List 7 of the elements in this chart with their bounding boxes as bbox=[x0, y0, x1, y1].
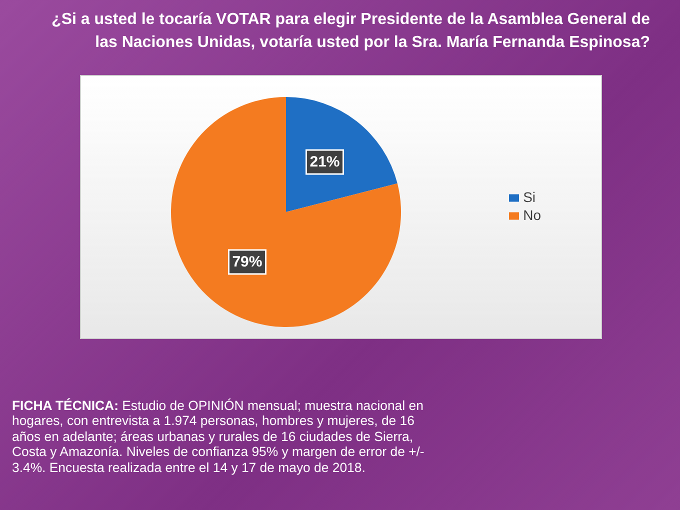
data-label: 79% bbox=[232, 253, 262, 270]
chart-title: ¿Si a usted le tocaría VOTAR para elegir Presidente de la Asamblea General de las Naciones Unidas, votaría usted por la Sra. María Fernanda Espinosa? bbox=[50, 10, 650, 53]
pie-slice bbox=[171, 97, 401, 327]
text: FICHA TÉCNICA: Estudio de OPINIÓN mensual; muestra nacional en hogares, con entrevista a 1.974 personas, hombres y mujeres, de 16 años en adelante; áreas urbanas y rurales de 16 ciudades de Sierra, Costa y Amazonía. Niveles de confianza 95% y margen de error de +/- 3.4%. Encuesta realizada entre el 14 y 17 de mayo de 2018. bbox=[12, 398, 424, 475]
legend-label: Si bbox=[523, 189, 536, 205]
data-label: 21% bbox=[310, 154, 340, 171]
legend-label: No bbox=[523, 207, 541, 223]
